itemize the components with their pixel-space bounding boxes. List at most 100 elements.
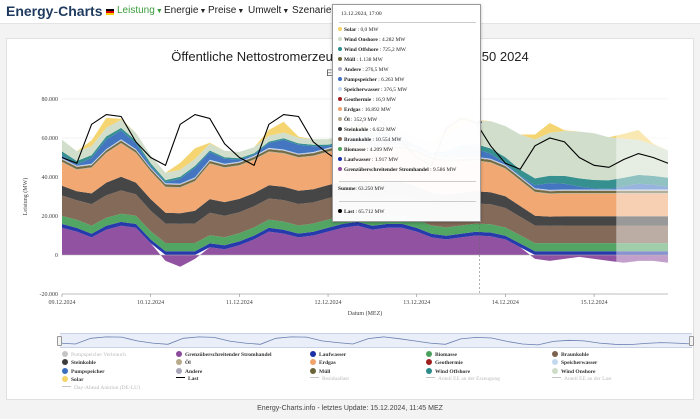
legend-item[interactable]: Last [176, 376, 198, 383]
chart-title-week: 50 2024 [481, 49, 529, 64]
time-navigator[interactable] [57, 333, 694, 348]
legend-label: Anteil EE an der Last [564, 376, 612, 383]
tooltip-load-label: Last [344, 209, 355, 215]
navigator-handle-right[interactable] [689, 336, 694, 346]
legend-dot-icon [310, 367, 316, 374]
legend-label: Laufwasser [319, 352, 347, 358]
nav-menu-leistung[interactable]: Leistung▼ [117, 5, 163, 16]
legend-item[interactable]: Laufwasser [310, 351, 346, 358]
chart-legend: Pumpspeicher Verbrauch Grenzüberschreiten… [48, 351, 688, 396]
tooltip-series-value: 1.138 MW [359, 57, 383, 63]
nav-menu-energie[interactable]: Energie▼ [164, 5, 206, 16]
tooltip-series-name: Müll [344, 57, 356, 63]
y-axis-label: Leistung (MW) [22, 178, 29, 216]
legend-dot-icon [62, 376, 68, 383]
tooltip-series-name: Öl [344, 117, 350, 123]
tooltip-series-value: 16,9 MW [375, 97, 397, 103]
legend-item[interactable]: Andere [176, 367, 202, 375]
legend-item[interactable]: Wind Offshore [426, 367, 470, 375]
x-tick-label: 12.12.2024 [315, 300, 342, 306]
tooltip-row: Erdgas : 16.892 MW [338, 107, 391, 116]
legend-item[interactable]: Pumpspeicher Verbrauch [62, 351, 126, 358]
tooltip-series-value: 9.586 MW [433, 167, 457, 173]
tooltip-series-value: 725,2 MW [382, 47, 406, 53]
legend-item[interactable]: Speicherwasser [552, 359, 597, 366]
tooltip-series-name: Erdgas [344, 107, 361, 113]
tooltip-series-dot [338, 107, 342, 111]
tooltip-divider [339, 181, 476, 182]
legend-label: Müll [319, 368, 331, 375]
tooltip-series-name: Solar [344, 27, 357, 33]
legend-item[interactable]: Solar [62, 376, 84, 383]
tooltip-series-value: 0,0 MW [360, 27, 379, 33]
tooltip-row: Pumpspeicher : 6.263 MW [338, 77, 405, 86]
legend-line-icon [426, 377, 435, 379]
tooltip-sum-label: Summe [338, 186, 356, 192]
legend-item[interactable]: Anteil EE an der Last [552, 376, 612, 383]
legend-item[interactable]: Öl [176, 359, 191, 366]
nav-menu-leistung-label: Leistung [117, 5, 155, 16]
legend-label: Öl [185, 360, 191, 367]
legend-item[interactable]: Biomasse [426, 351, 457, 358]
legend-item[interactable]: Erdgas [310, 359, 336, 366]
y-tick-label: 40.000 [42, 175, 59, 181]
tooltip-series-value: 4.209 MW [369, 147, 394, 153]
tooltip-series-dot [338, 167, 342, 171]
tooltip-series-value: 4.282 MW [382, 37, 406, 43]
y-tick-label: 60.000 [42, 136, 59, 142]
legend-item[interactable]: Braunkohle [552, 351, 589, 358]
legend-dot-icon [426, 359, 432, 366]
legend-label: Geothermie [435, 360, 463, 367]
nav-menu-preise[interactable]: Preise▼ [208, 5, 244, 16]
tooltip-series-name: Geothermie [344, 97, 372, 103]
legend-label: Steinkohle [71, 360, 96, 367]
y-tick-label: 80.000 [42, 97, 59, 103]
legend-dot-icon [426, 367, 432, 374]
navigator-handle-left[interactable] [57, 336, 62, 346]
tooltip-load-dot [338, 209, 342, 213]
legend-item[interactable]: Anteil EE an der Erzeugung [426, 376, 500, 383]
german-flag-icon [105, 9, 114, 15]
legend-item[interactable]: Müll [310, 367, 331, 375]
tooltip-series-name: Grenzüberschreitender Stromhandel [344, 167, 429, 173]
forecast-overlay [616, 99, 668, 294]
tooltip-series-value: 6.263 MW [381, 77, 405, 83]
tooltip-row: Biomasse : 4.209 MW [338, 147, 393, 156]
chevron-down-icon: ▼ [155, 8, 163, 15]
legend-dot-icon [552, 351, 558, 357]
y-tick-label: 0 [55, 253, 58, 259]
site-logo[interactable]: Energy-Charts [6, 3, 114, 19]
legend-label: Braunkohle [561, 352, 589, 358]
legend-label: Anteil EE an der Erzeugung [438, 376, 501, 383]
legend-item[interactable]: Steinkohle [62, 359, 96, 366]
area-series-1 [62, 221, 668, 255]
legend-dot-icon [62, 359, 68, 366]
tooltip-series-value: 1.917 MW [374, 157, 399, 163]
legend-dot-icon [176, 359, 182, 366]
area-series-3 [62, 190, 668, 244]
legend-item[interactable]: Residuallast [310, 376, 349, 383]
tooltip-series-dot [338, 37, 342, 41]
x-tick-label: 11.12.2024 [226, 300, 253, 306]
legend-item[interactable]: Wind Onshore [552, 367, 596, 375]
nav-menu-umwelt[interactable]: Umwelt▼ [248, 5, 289, 16]
chart-title: Öffentliche Nettostromerzeugung 50 2024 [0, 49, 700, 64]
tooltip-row: Wind Onshore : 4.282 MW [338, 37, 405, 46]
tooltip-series-dot [338, 57, 342, 61]
tooltip-row: Wind Offshore : 725,2 MW [338, 47, 406, 56]
legend-dot-icon [62, 367, 68, 374]
legend-item[interactable]: Day-Ahead Auktion (DE-LU) [62, 385, 140, 392]
tooltip-sum-value: 63.250 MW [358, 186, 385, 192]
tooltip-series-dot [338, 27, 342, 31]
area-series-4 [62, 176, 668, 226]
area-series-13 [62, 119, 668, 181]
tooltip-series-dot [338, 67, 342, 71]
tooltip-series-name: Biomasse [344, 147, 366, 153]
tooltip-series-dot [338, 127, 342, 131]
nav-menu-szenarien[interactable]: Szenarien [292, 5, 337, 16]
tooltip-series-name: Laufwasser [344, 157, 371, 163]
legend-item[interactable]: Pumpspeicher [62, 367, 105, 375]
legend-item[interactable]: Grenzüberschreitender Stromhandel [176, 351, 272, 358]
legend-item[interactable]: Geothermie [426, 359, 463, 366]
legend-line-icon [552, 377, 561, 379]
